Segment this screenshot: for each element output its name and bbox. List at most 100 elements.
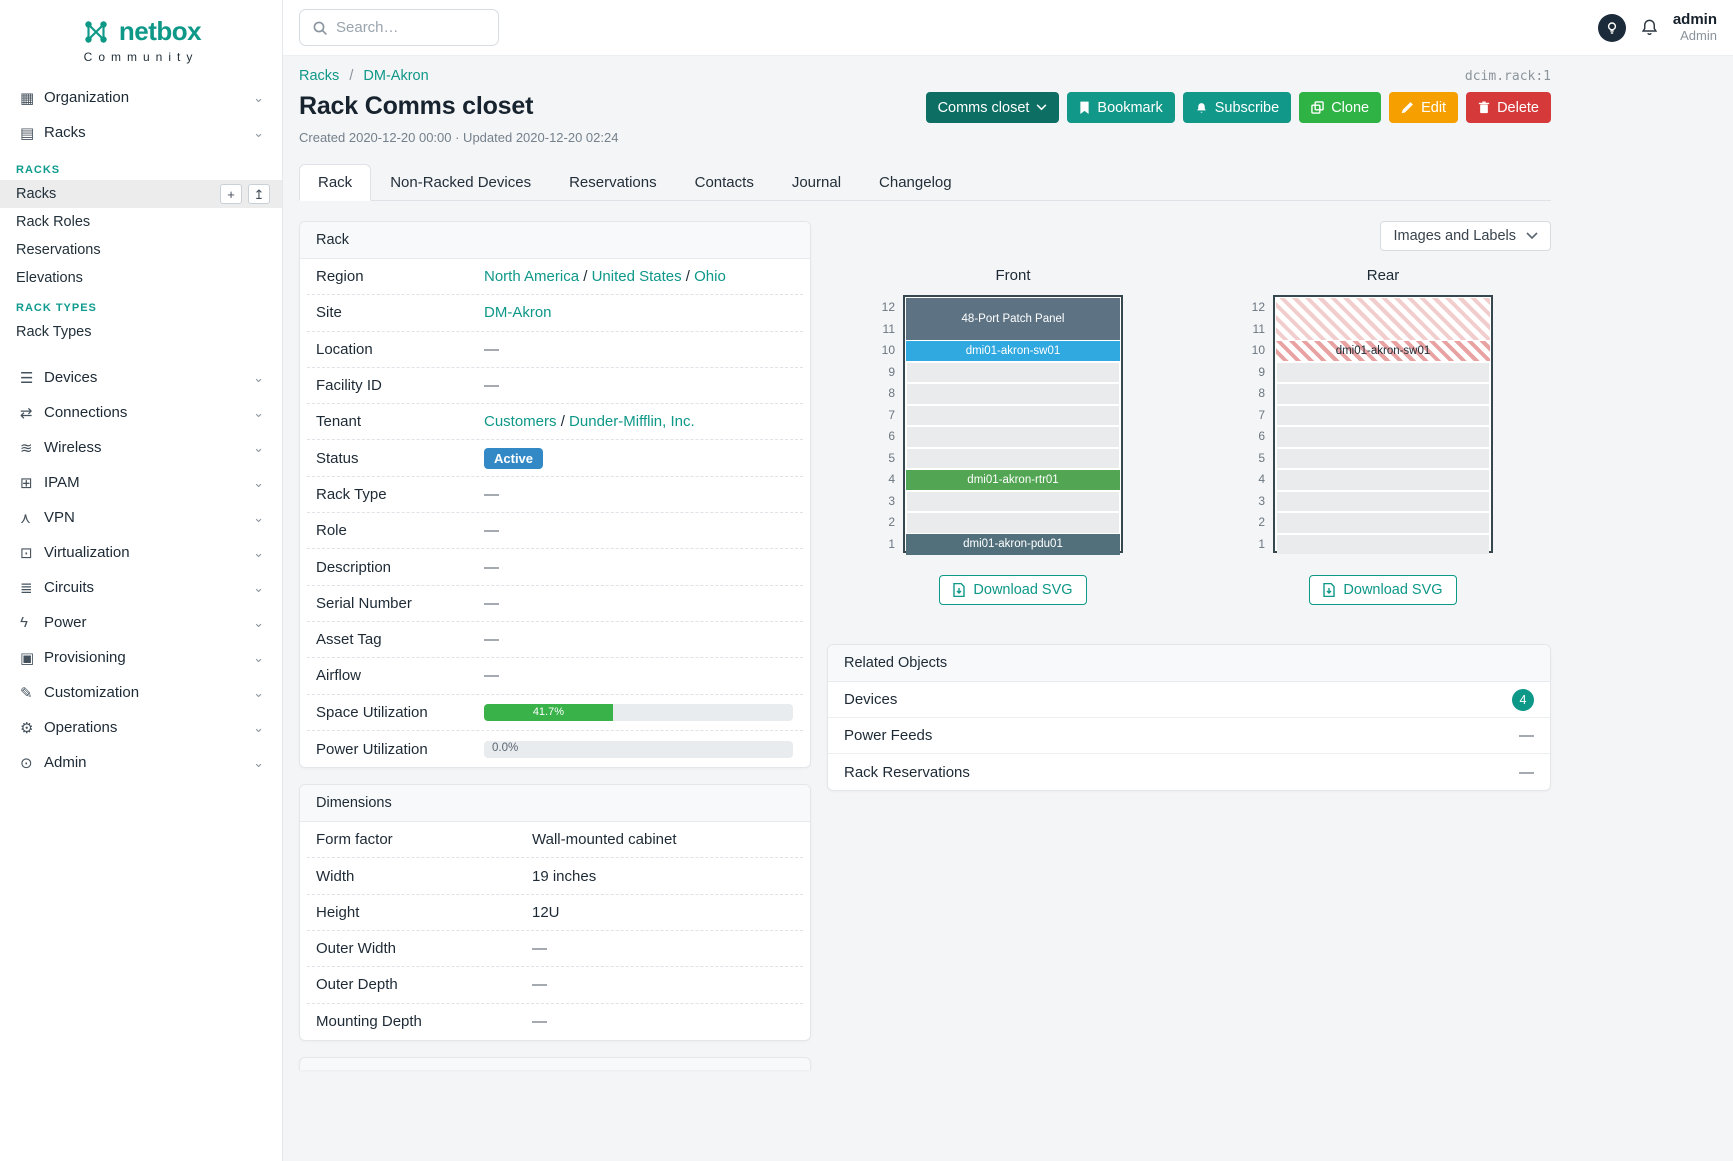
field-value: —: [484, 341, 793, 358]
sidebar-subitem-label: Elevations: [16, 270, 83, 286]
notifications-button[interactable]: [1640, 18, 1659, 37]
rack-slot-u2[interactable]: [1277, 513, 1489, 533]
rack-slot-u2[interactable]: [907, 513, 1119, 533]
search-input[interactable]: [336, 19, 476, 36]
rack-device-dmi01-akron-pdu01[interactable]: dmi01-akron-pdu01: [906, 534, 1120, 555]
related-row-devices[interactable]: Devices 4: [828, 682, 1550, 718]
sidebar-item-ipam[interactable]: ⊞ IPAM ⌄: [0, 465, 282, 500]
rack-slot-u8[interactable]: [1277, 384, 1489, 404]
rack-device-dmi01-akron-sw01[interactable]: dmi01-akron-sw01: [906, 340, 1120, 361]
rack-slot-u9[interactable]: [907, 362, 1119, 382]
user-menu[interactable]: admin Admin: [1673, 11, 1717, 43]
sidebar-item-devices[interactable]: ☰ Devices ⌄: [0, 360, 282, 395]
sidebar-item-provisioning[interactable]: ▣ Provisioning ⌄: [0, 640, 282, 675]
sidebar-item-virtualization[interactable]: ⊡ Virtualization ⌄: [0, 535, 282, 570]
rack-slot-u7[interactable]: [1277, 405, 1489, 425]
field-value: Active: [484, 447, 793, 469]
next-card-partial: [299, 1056, 811, 1070]
tab-bar: Rack Non-Racked Devices Reservations Contac…: [299, 163, 1551, 201]
search-box[interactable]: [299, 9, 499, 46]
sidebar-item-operations[interactable]: ⚙ Operations ⌄: [0, 710, 282, 745]
sidebar-item-racks[interactable]: ▤ Racks ⌄: [0, 115, 282, 150]
rack-slot-u9[interactable]: [1277, 362, 1489, 382]
tab-reservations[interactable]: Reservations: [569, 174, 657, 191]
sidebar-subitem-rack-roles[interactable]: Rack Roles: [0, 208, 282, 236]
rack-device-dmi01-akron-rtr01[interactable]: dmi01-akron-rtr01: [906, 469, 1120, 490]
breadcrumb-link-racks[interactable]: Racks: [299, 68, 340, 84]
tab-non-racked-devices[interactable]: Non-Racked Devices: [390, 174, 532, 191]
empty-value: —: [484, 340, 499, 358]
sidebar-item-customization[interactable]: ✎ Customization ⌄: [0, 675, 282, 710]
breadcrumb-separator: /: [349, 68, 354, 84]
related-row-power-feeds[interactable]: Power Feeds —: [828, 718, 1550, 754]
link-dm-akron[interactable]: DM-Akron: [484, 304, 552, 322]
download-svg-button-front[interactable]: Download SVG: [939, 575, 1087, 605]
sidebar-subitem-rack-types[interactable]: Rack Types: [0, 318, 282, 346]
tab-contacts[interactable]: Contacts: [694, 174, 754, 191]
field-label: Facility ID: [316, 377, 382, 395]
theme-toggle-button[interactable]: [1597, 13, 1626, 42]
brand[interactable]: netbox Community: [0, 0, 282, 72]
sidebar-item-vpn[interactable]: ⋏ VPN ⌄: [0, 500, 282, 535]
edit-label: Edit: [1421, 99, 1447, 116]
edit-button[interactable]: Edit: [1389, 92, 1459, 123]
link-customers[interactable]: Customers: [484, 413, 557, 431]
action-buttons: Comms closet Bookmark: [925, 92, 1551, 123]
subscribe-label: Subscribe: [1214, 99, 1280, 116]
images-and-labels-toggle[interactable]: Images and Labels: [1380, 221, 1551, 251]
import-button[interactable]: ↥: [248, 184, 270, 204]
sidebar-item-power[interactable]: ϟ Power ⌄: [0, 605, 282, 640]
rack-slot-u7[interactable]: [907, 405, 1119, 425]
delete-button[interactable]: Delete: [1466, 92, 1551, 123]
rack-slot-u3[interactable]: [1277, 491, 1489, 511]
sidebar-subitem-reservations[interactable]: Reservations: [0, 236, 282, 264]
rack-slot-u4[interactable]: [1277, 470, 1489, 490]
subitem-actions: + ↥: [220, 184, 270, 204]
rack-slot-u3[interactable]: [907, 491, 1119, 511]
bookmark-button[interactable]: Bookmark: [1067, 92, 1175, 123]
sidebar-item-organization[interactable]: ▦ Organization ⌄: [0, 80, 282, 115]
sidebar-subitem-racks[interactable]: Racks + ↥: [0, 180, 282, 208]
rack-slot-u1[interactable]: [1277, 534, 1489, 554]
field-value: —: [484, 631, 793, 648]
breadcrumb-link-site[interactable]: DM-Akron: [363, 68, 429, 84]
field-value: —: [484, 486, 793, 503]
add-button[interactable]: +: [220, 184, 242, 204]
sidebar-item-circuits[interactable]: ≣ Circuits ⌄: [0, 570, 282, 605]
tab-rack[interactable]: Rack: [299, 164, 372, 201]
rack-slot-u6[interactable]: [907, 427, 1119, 447]
field-value: —: [532, 1013, 793, 1030]
rack-slot-u6[interactable]: [1277, 427, 1489, 447]
link-united-states[interactable]: United States: [591, 268, 682, 286]
rack-device-48-port-patch-panel[interactable]: 48-Port Patch Panel: [906, 297, 1120, 340]
link-north-america[interactable]: North America: [484, 268, 580, 286]
related-row-rack-reservations[interactable]: Rack Reservations —: [828, 754, 1550, 790]
empty-value: —: [484, 522, 499, 540]
subscribe-button[interactable]: Subscribe: [1182, 92, 1292, 123]
sidebar-item-admin[interactable]: ⊙ Admin ⌄: [0, 745, 282, 780]
sidebar-item-connections[interactable]: ⇄ Connections ⌄: [0, 395, 282, 430]
field-row-status: Status Active: [307, 440, 803, 477]
rack-device-dmi01-akron-sw01[interactable]: dmi01-akron-sw01: [1276, 340, 1490, 361]
field-value: —: [484, 667, 793, 684]
unit-number: 8: [888, 386, 895, 400]
object-id: dcim.rack:1: [1464, 68, 1551, 84]
link-dunder-mifflin-inc[interactable]: Dunder-Mifflin, Inc.: [569, 413, 695, 431]
download-svg-button-rear[interactable]: Download SVG: [1309, 575, 1457, 605]
field-label: Asset Tag: [316, 631, 382, 649]
field-row-facility-id: Facility ID —: [307, 368, 803, 405]
link-ohio[interactable]: Ohio: [694, 268, 726, 286]
unit-number: 7: [888, 407, 895, 422]
sidebar-subitem-elevations[interactable]: Elevations: [0, 264, 282, 292]
tab-changelog[interactable]: Changelog: [879, 174, 952, 191]
unit-number: 7: [1258, 407, 1265, 422]
rack-quick-select[interactable]: Comms closet: [925, 92, 1060, 123]
rack-slot-u8[interactable]: [907, 384, 1119, 404]
clone-button[interactable]: Clone: [1299, 92, 1382, 123]
sidebar-item-wireless[interactable]: ≋ Wireless ⌄: [0, 430, 282, 465]
rack-slot-u5[interactable]: [907, 448, 1119, 468]
sidebar-section-header-racks: RACKS: [16, 164, 61, 176]
rack-quick-select-label: Comms closet: [937, 99, 1030, 116]
tab-journal[interactable]: Journal: [791, 174, 842, 191]
rack-slot-u5[interactable]: [1277, 448, 1489, 468]
